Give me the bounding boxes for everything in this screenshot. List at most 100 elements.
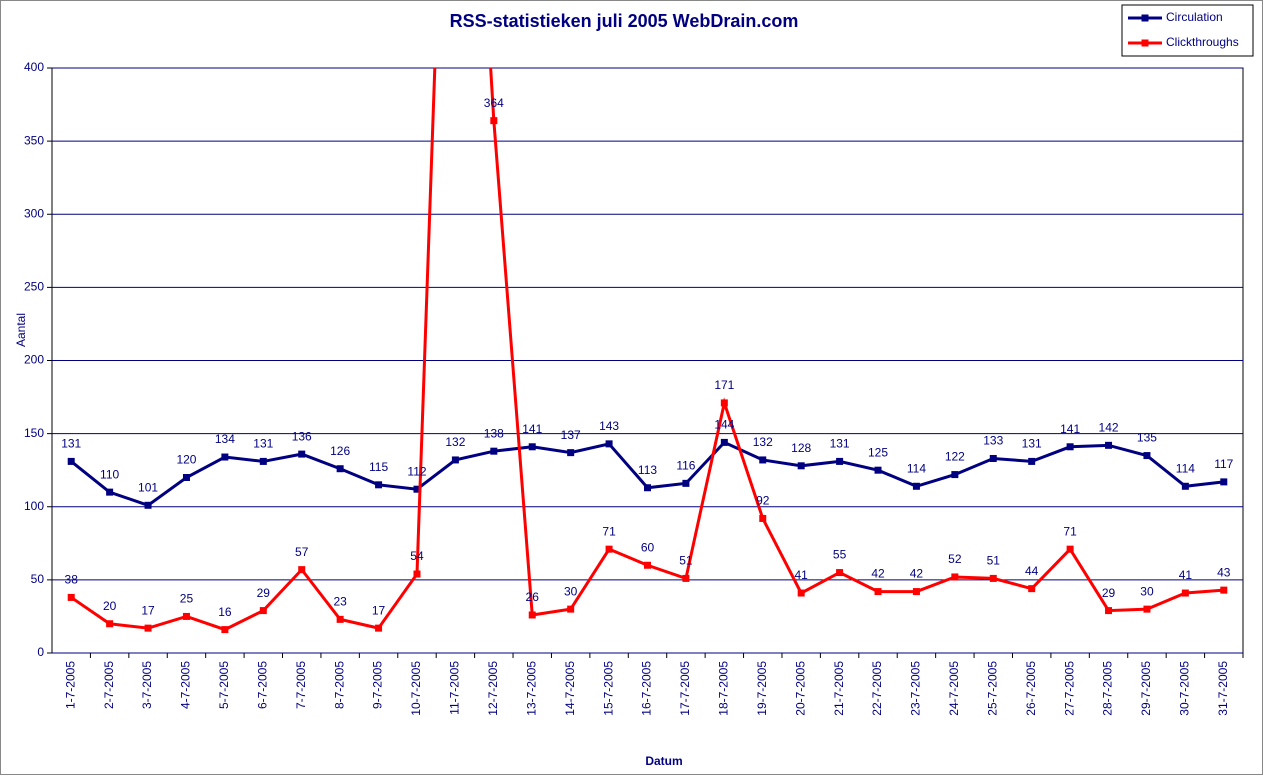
data-label: 122 [945,450,965,464]
x-tick-label: 13-7-2005 [524,661,538,716]
data-label: 51 [679,554,693,568]
point [144,501,152,509]
x-tick-label: 27-7-2005 [1062,661,1076,716]
chart-title: RSS-statistieken juli 2005 WebDrain.com [450,11,799,31]
point [182,474,190,481]
y-axis-label: Aantal [14,313,28,347]
data-label: 112 [407,464,426,478]
data-label: 17 [141,603,155,617]
data-label: 17 [372,603,386,617]
x-axis-label: Datum [645,754,682,768]
data-label: 43 [1217,565,1231,579]
x-tick-label: 23-7-2005 [909,661,923,716]
point [413,485,421,493]
y-tick-label: 350 [24,133,44,147]
point [413,570,421,578]
data-label: 131 [253,437,273,451]
point [298,566,306,574]
data-label: 71 [1063,524,1077,538]
data-label: 41 [1179,568,1193,582]
x-tick-label: 29-7-2005 [1139,661,1153,716]
data-label: 132 [753,435,773,449]
point [567,605,575,613]
data-label: 30 [1140,584,1154,598]
point [759,456,767,464]
data-label: 133 [983,434,1003,448]
data-label: 171 [714,378,734,392]
x-tick-label: 17-7-2005 [678,661,692,716]
data-label: 38 [65,573,79,587]
point [912,588,920,596]
data-label: 137 [561,428,581,442]
y-tick-label: 250 [24,280,44,294]
legend-marker [1141,14,1149,22]
data-label: 113 [638,463,657,477]
point [989,454,997,462]
point [144,624,152,632]
point [106,488,114,496]
data-label: 128 [791,441,811,455]
data-label: 115 [369,460,388,474]
data-label: 131 [1022,437,1042,451]
point [1066,443,1074,451]
y-tick-label: 100 [24,499,44,513]
point [1105,607,1113,615]
data-label: 25 [180,592,194,606]
point [1181,482,1189,490]
data-label: 57 [295,545,309,559]
x-tick-label: 20-7-2005 [793,661,807,716]
data-label: 30 [564,584,578,598]
data-label: 136 [292,429,312,443]
data-label: 42 [871,567,885,581]
point [375,481,383,489]
point [567,449,575,457]
x-tick-label: 25-7-2005 [985,661,999,716]
legend-label: Clickthroughs [1166,35,1239,49]
point [106,620,114,628]
data-label: 114 [1176,461,1195,475]
point [221,453,229,461]
data-label: 55 [833,548,847,562]
point [1105,441,1113,449]
point [182,612,190,620]
point [644,484,651,492]
y-tick-label: 200 [24,353,44,367]
point [836,457,844,465]
data-label: 101 [138,480,158,494]
data-label: 143 [599,419,619,433]
point [1028,457,1036,465]
point [605,545,613,553]
data-label: 29 [1102,586,1116,600]
x-tick-label: 22-7-2005 [870,661,884,716]
y-tick-label: 0 [37,645,44,659]
x-tick-label: 14-7-2005 [563,661,577,716]
point [874,588,882,596]
x-tick-label: 8-7-2005 [332,661,346,709]
point [490,447,498,455]
x-tick-label: 12-7-2005 [486,661,500,716]
point [259,457,267,465]
point [951,573,959,581]
x-tick-label: 9-7-2005 [371,661,385,709]
data-label: 120 [176,453,196,467]
point [375,624,383,632]
data-label: 132 [445,435,465,449]
data-label: 116 [676,459,695,473]
point [259,607,267,615]
data-label: 41 [794,568,808,582]
data-label: 16 [218,605,232,619]
x-tick-label: 6-7-2005 [255,661,269,709]
point [951,471,959,479]
point [989,574,997,582]
data-label: 135 [1137,431,1157,445]
x-tick-label: 24-7-2005 [947,661,961,716]
x-tick-label: 10-7-2005 [409,661,423,716]
data-label: 26 [526,590,540,604]
legend-marker [1141,39,1149,47]
point [720,438,728,446]
point [682,574,690,582]
point [720,399,728,407]
x-tick-label: 31-7-2005 [1216,661,1230,716]
data-label: 142 [1099,420,1119,434]
